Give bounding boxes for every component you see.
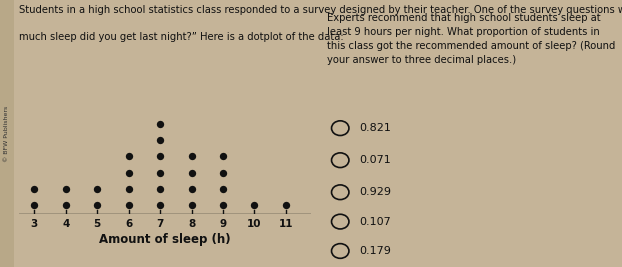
Text: Students in a high school statistics class responded to a survey designed by the: Students in a high school statistics cla… [19, 5, 622, 15]
Text: Experts recommend that high school students sleep at
least 9 hours per night. Wh: Experts recommend that high school stude… [327, 13, 615, 65]
Point [61, 187, 71, 191]
Point [155, 121, 165, 126]
Point [218, 171, 228, 175]
Point [124, 171, 134, 175]
Text: 0.071: 0.071 [359, 155, 391, 165]
Point [155, 171, 165, 175]
Point [281, 203, 291, 207]
Point [249, 203, 259, 207]
Point [92, 187, 102, 191]
Text: © BFW Publishers: © BFW Publishers [4, 105, 9, 162]
X-axis label: Amount of sleep (h): Amount of sleep (h) [99, 233, 231, 246]
Point [29, 187, 39, 191]
Point [187, 203, 197, 207]
Point [61, 203, 71, 207]
Text: much sleep did you get last night?” Here is a dotplot of the data:: much sleep did you get last night?” Here… [19, 32, 343, 42]
Point [155, 187, 165, 191]
Point [218, 203, 228, 207]
Point [187, 154, 197, 158]
Point [124, 154, 134, 158]
Point [155, 138, 165, 142]
Text: 0.179: 0.179 [359, 246, 391, 256]
Point [29, 203, 39, 207]
Point [218, 154, 228, 158]
Text: 0.107: 0.107 [359, 217, 391, 227]
Point [187, 187, 197, 191]
Point [155, 154, 165, 158]
Point [155, 203, 165, 207]
Point [187, 171, 197, 175]
Point [124, 187, 134, 191]
Point [124, 203, 134, 207]
Point [218, 187, 228, 191]
Text: 0.929: 0.929 [359, 187, 391, 197]
Point [92, 203, 102, 207]
Text: 0.821: 0.821 [359, 123, 391, 133]
